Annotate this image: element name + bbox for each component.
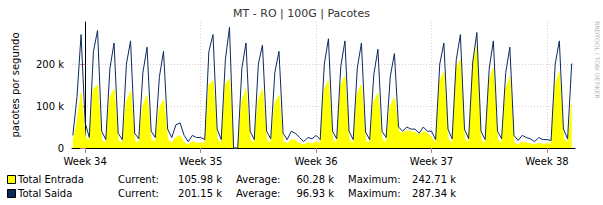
svg-text:Total Entrada: Total Entrada	[17, 174, 84, 185]
svg-text:Week 36: Week 36	[294, 156, 337, 167]
svg-text:105.98 k: 105.98 k	[178, 174, 222, 185]
svg-text:Maximum:: Maximum:	[348, 188, 401, 199]
svg-text:Current:: Current:	[118, 188, 159, 199]
svg-text:100 k: 100 k	[36, 101, 64, 112]
svg-text:Week 38: Week 38	[525, 156, 568, 167]
svg-text:Week 34: Week 34	[64, 156, 107, 167]
svg-text:MT - RO | 100G | Pacotes: MT - RO | 100G | Pacotes	[233, 7, 370, 20]
svg-text:pacotes por segundo: pacotes por segundo	[10, 32, 21, 137]
svg-text:Average:: Average:	[236, 188, 280, 199]
svg-text:Week 37: Week 37	[410, 156, 453, 167]
svg-text:60.28 k: 60.28 k	[296, 174, 334, 185]
svg-text:RRDTOOL / TOBI OETIKER: RRDTOOL / TOBI OETIKER	[594, 21, 601, 98]
svg-text:201.15 k: 201.15 k	[178, 188, 222, 199]
svg-text:96.93 k: 96.93 k	[296, 188, 334, 199]
svg-text:287.34 k: 287.34 k	[412, 188, 456, 199]
svg-text:Average:: Average:	[236, 174, 280, 185]
svg-text:242.71 k: 242.71 k	[412, 174, 456, 185]
svg-text:Current:: Current:	[118, 174, 159, 185]
svg-text:Total Saida: Total Saida	[17, 188, 72, 199]
svg-text:Maximum:: Maximum:	[348, 174, 401, 185]
svg-text:0: 0	[58, 143, 64, 154]
svg-text:Week 35: Week 35	[179, 156, 222, 167]
svg-text:200 k: 200 k	[36, 59, 64, 70]
